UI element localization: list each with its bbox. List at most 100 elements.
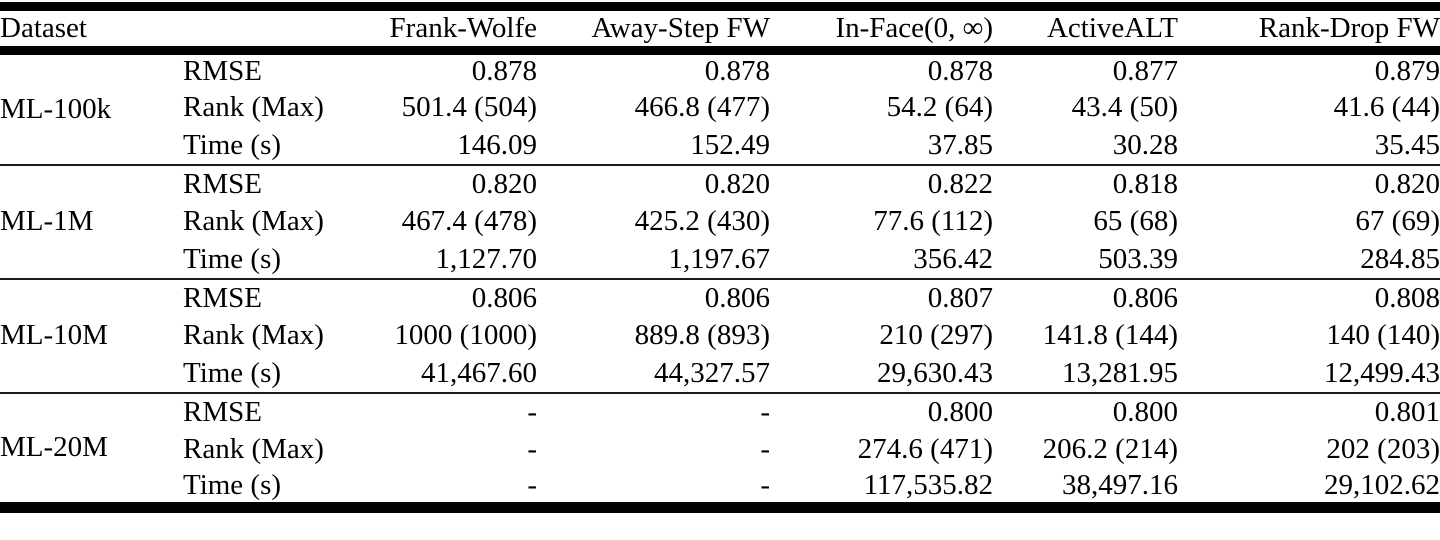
table-cell: 0.806 — [1112, 281, 1178, 314]
metric-label: Rank (Max) — [183, 205, 324, 237]
table-row: ML-1M RMSE 0.820 0.820 0.822 0.818 0.820 — [0, 165, 1440, 238]
table-cell: 0.822 — [927, 167, 993, 200]
table-cell: 65 (68) — [1093, 205, 1178, 237]
table-row: Time (s) 146.09 152.49 37.85 30.28 35.45 — [0, 127, 1440, 165]
table-cell: 0.806 — [471, 281, 537, 314]
table-cell: 210 (297) — [879, 319, 993, 351]
table-cell: 466.8 (477) — [634, 91, 770, 123]
table-cell: 0.808 — [1374, 281, 1440, 314]
table-cell: 0.807 — [927, 281, 993, 314]
table-cell: 503.39 — [1098, 242, 1178, 275]
table-cell: - — [760, 468, 770, 501]
table-cell: - — [760, 395, 770, 428]
table-cell: - — [527, 395, 537, 428]
metric-label: RMSE — [183, 167, 262, 200]
table-cell: - — [527, 468, 537, 501]
group-ml-1m: ML-1M RMSE 0.820 0.820 0.822 0.818 0.820… — [0, 165, 1440, 279]
table-cell: 284.85 — [1360, 242, 1440, 275]
table-cell: 140 (140) — [1326, 319, 1440, 351]
table-cell: 77.6 (112) — [873, 205, 993, 237]
metric-label: Rank (Max) — [183, 319, 324, 351]
table-cell: 0.878 — [927, 55, 993, 88]
group-ml-100k: ML-100k RMSE 0.878 0.878 0.878 0.877 0.8… — [0, 51, 1440, 165]
table-cell: 889.8 (893) — [634, 319, 770, 351]
table-cell: 41,467.60 — [421, 356, 537, 389]
dataset-label: ML-1M — [0, 205, 94, 237]
table-cell: 44,327.57 — [654, 356, 770, 389]
metric-label: RMSE — [183, 395, 262, 428]
table-cell: 54.2 (64) — [886, 91, 993, 123]
table-cell: 0.877 — [1112, 55, 1178, 88]
column-header-frank-wolfe: Frank-Wolfe — [389, 12, 537, 44]
table-cell: 29,102.62 — [1324, 468, 1440, 501]
metric-label: RMSE — [183, 55, 262, 88]
table-cell: 0.818 — [1112, 167, 1178, 200]
dataset-label: ML-20M — [0, 431, 108, 463]
table-cell: 0.800 — [927, 395, 993, 428]
table-cell: 38,497.16 — [1062, 468, 1178, 501]
table-cell: - — [760, 433, 770, 465]
table-cell: 206.2 (214) — [1042, 433, 1178, 465]
dataset-label: ML-10M — [0, 319, 108, 351]
metric-label: Rank (Max) — [183, 91, 324, 123]
column-header-dataset: Dataset — [0, 12, 87, 44]
table-cell: 0.820 — [471, 167, 537, 200]
table-row: Rank (Max) 467.4 (478) 425.2 (430) 77.6 … — [0, 203, 1440, 241]
table-cell: 0.820 — [704, 167, 770, 200]
column-header-away-step-fw: Away-Step FW — [591, 12, 770, 44]
table-cell: 12,499.43 — [1324, 356, 1440, 389]
table-row: Time (s) 1,127.70 1,197.67 356.42 503.39… — [0, 241, 1440, 279]
table-cell: 0.878 — [471, 55, 537, 88]
table-row: ML-100k RMSE 0.878 0.878 0.878 0.877 0.8… — [0, 51, 1440, 125]
table-cell: 0.820 — [1374, 167, 1440, 200]
table-row: Time (s) 41,467.60 44,327.57 29,630.43 1… — [0, 355, 1440, 393]
table-cell: 274.6 (471) — [857, 433, 993, 465]
table-cell: 0.806 — [704, 281, 770, 314]
table-cell: 1,197.67 — [668, 242, 771, 275]
table-cell: 0.878 — [704, 55, 770, 88]
table-cell: 1,127.70 — [435, 242, 538, 275]
column-header-in-face: In-Face(0, ∞) — [835, 12, 993, 44]
table-row: Time (s) - - 117,535.82 38,497.16 29,102… — [0, 469, 1440, 508]
table-cell: 13,281.95 — [1062, 356, 1178, 389]
results-table: Dataset Frank-Wolfe Away-Step FW In-Face… — [0, 2, 1440, 513]
metric-label: Time (s) — [183, 242, 282, 275]
table-cell: 37.85 — [927, 128, 993, 161]
table-cell: 0.800 — [1112, 395, 1178, 428]
table-cell: 41.6 (44) — [1333, 91, 1440, 123]
table-cell: 43.4 (50) — [1071, 91, 1178, 123]
table-cell: 117,535.82 — [863, 468, 993, 501]
table-row: Rank (Max) 501.4 (504) 466.8 (477) 54.2 … — [0, 89, 1440, 127]
dataset-label: ML-100k — [0, 92, 112, 125]
group-ml-20m: ML-20M RMSE - - 0.800 0.800 0.801 Rank (… — [0, 393, 1440, 508]
table-cell: 202 (203) — [1326, 433, 1440, 465]
table-row: Rank (Max) - - 274.6 (471) 206.2 (214) 2… — [0, 431, 1440, 469]
table-cell: 29,630.43 — [877, 356, 993, 389]
table-cell: - — [527, 433, 537, 465]
table-cell: 0.879 — [1374, 55, 1440, 88]
table-cell: 356.42 — [913, 242, 993, 275]
metric-label: Time (s) — [183, 468, 282, 501]
column-header-rank-drop-fw: Rank-Drop FW — [1258, 12, 1440, 44]
metric-label: Rank (Max) — [183, 433, 324, 465]
metric-label: Time (s) — [183, 128, 282, 161]
table-cell: 0.801 — [1374, 395, 1440, 428]
table-row: ML-10M RMSE 0.806 0.806 0.807 0.806 0.80… — [0, 279, 1440, 352]
column-header-activealt: ActiveALT — [1046, 12, 1178, 44]
table-cell: 141.8 (144) — [1042, 319, 1178, 351]
table-cell: 467.4 (478) — [401, 205, 537, 237]
metric-label: Time (s) — [183, 356, 282, 389]
table-cell: 152.49 — [690, 128, 770, 161]
column-header-metric-spacer — [183, 7, 340, 51]
table-header: Dataset Frank-Wolfe Away-Step FW In-Face… — [0, 7, 1440, 51]
metric-label: RMSE — [183, 281, 262, 314]
table-cell: 501.4 (504) — [401, 91, 537, 123]
table-cell: 67 (69) — [1355, 205, 1440, 237]
group-ml-10m: ML-10M RMSE 0.806 0.806 0.807 0.806 0.80… — [0, 279, 1440, 393]
table-row: Rank (Max) 1000 (1000) 889.8 (893) 210 (… — [0, 317, 1440, 355]
table-cell: 1000 (1000) — [394, 319, 537, 351]
table-cell: 30.28 — [1112, 128, 1178, 161]
table-row: ML-20M RMSE - - 0.800 0.800 0.801 — [0, 393, 1440, 464]
table-cell: 35.45 — [1374, 128, 1440, 161]
table-cell: 146.09 — [457, 128, 537, 161]
